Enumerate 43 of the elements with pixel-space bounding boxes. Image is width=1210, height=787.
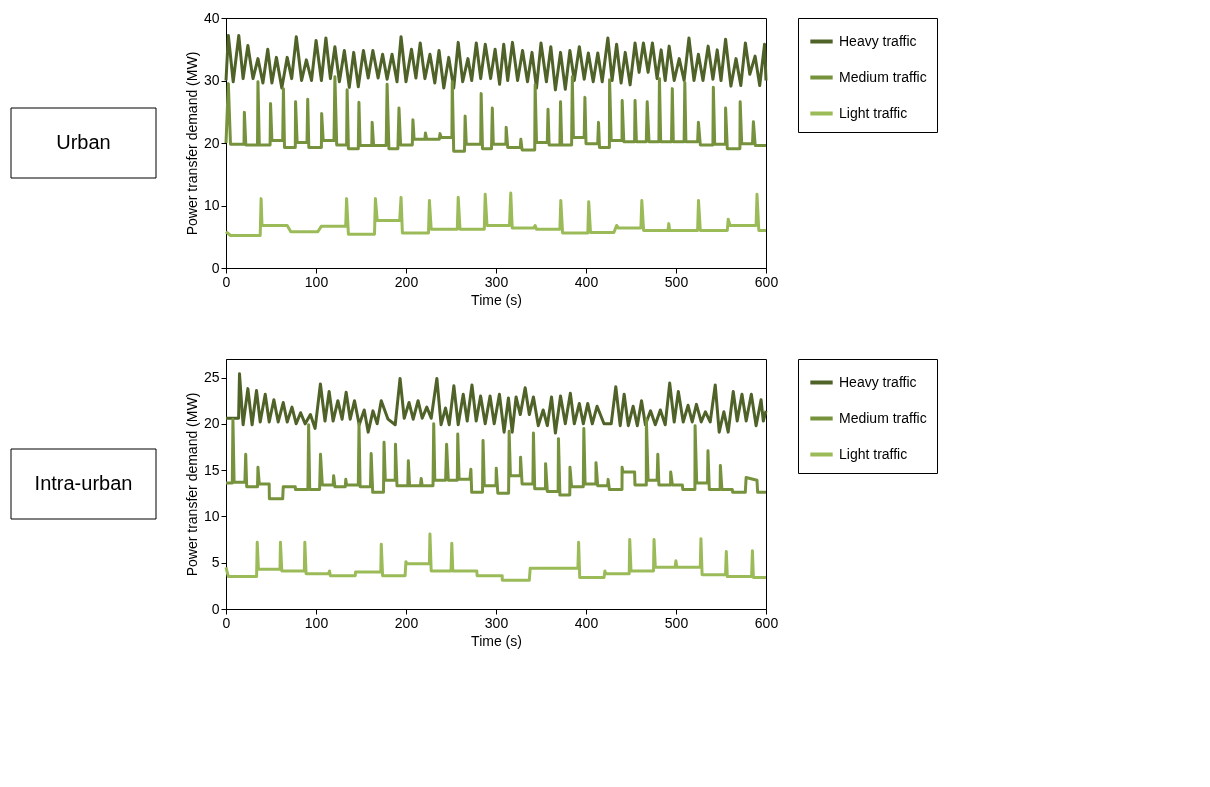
x-tick-label: 600 bbox=[754, 273, 779, 290]
y-tick-label: 30 bbox=[203, 72, 220, 88]
x-axis-title: Time (s) bbox=[471, 632, 522, 649]
legend-label: Medium traffic bbox=[839, 68, 927, 85]
legend-label: Heavy traffic bbox=[839, 32, 917, 49]
x-tick-label: 200 bbox=[394, 273, 419, 290]
x-tick-label: 0 bbox=[222, 273, 231, 290]
line-series bbox=[224, 75, 768, 153]
legend-label: Light traffic bbox=[839, 445, 908, 462]
y-tick-label: 0 bbox=[211, 259, 220, 276]
y-tick-label: 20 bbox=[203, 415, 220, 432]
x-tick-label: 100 bbox=[304, 273, 329, 290]
line-series bbox=[224, 532, 768, 582]
y-axis-title: Power transfer demand (MW) bbox=[183, 51, 200, 236]
text: Intra-urban bbox=[34, 472, 133, 494]
x-tick-label: 500 bbox=[664, 273, 689, 290]
x-tick-label: 0 bbox=[222, 614, 231, 631]
y-tick-label: 0 bbox=[211, 600, 220, 617]
x-tick-label: 600 bbox=[754, 614, 779, 631]
x-tick-label: 300 bbox=[484, 614, 509, 631]
line-series bbox=[224, 372, 768, 435]
x-tick-label: 400 bbox=[574, 614, 599, 631]
text: Urban bbox=[56, 131, 111, 153]
y-tick-label: 25 bbox=[203, 369, 220, 386]
x-tick-label: 300 bbox=[484, 273, 509, 290]
y-tick-label: 15 bbox=[203, 461, 220, 478]
legend-label: Light traffic bbox=[839, 104, 908, 121]
x-tick-label: 500 bbox=[664, 614, 689, 631]
y-axis-title: Power transfer demand (MW) bbox=[183, 392, 200, 577]
y-tick-label: 40 bbox=[203, 9, 220, 26]
y-tick-label: 5 bbox=[211, 554, 220, 571]
x-tick-label: 100 bbox=[304, 614, 329, 631]
x-axis-title: Time (s) bbox=[471, 291, 522, 308]
line-series bbox=[224, 34, 768, 92]
line-series bbox=[224, 191, 768, 237]
x-tick-label: 200 bbox=[394, 614, 419, 631]
x-tick-label: 400 bbox=[574, 273, 599, 290]
y-tick-label: 10 bbox=[203, 197, 220, 213]
line-series bbox=[224, 417, 768, 501]
legend-label: Medium traffic bbox=[839, 409, 927, 426]
y-tick-label: 20 bbox=[203, 134, 220, 151]
legend-label: Heavy traffic bbox=[839, 373, 917, 390]
y-tick-label: 10 bbox=[203, 507, 220, 524]
